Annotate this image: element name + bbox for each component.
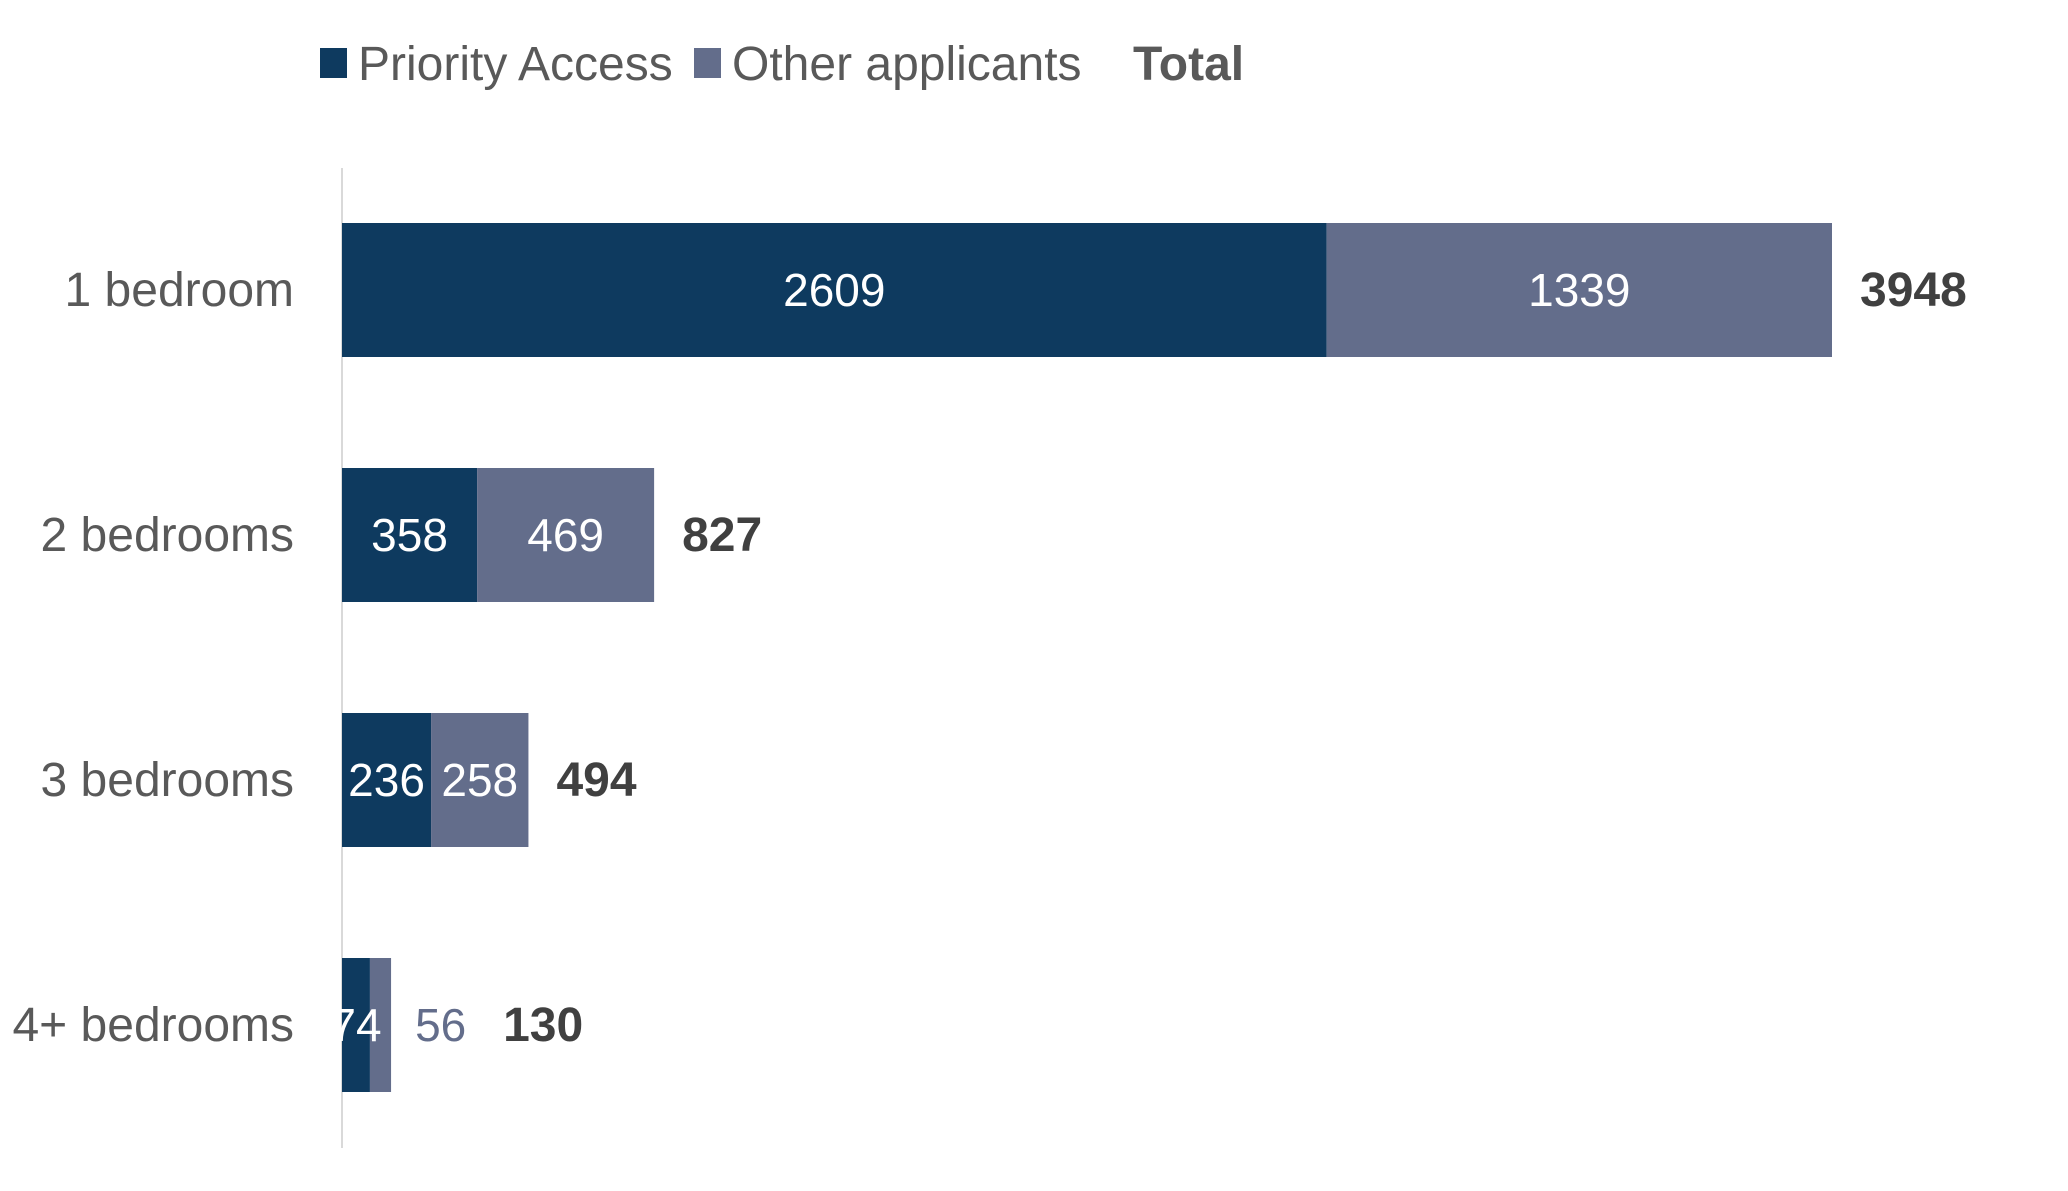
category-labels: 1 bedroom 2 bedrooms 3 bedrooms 4+ bedrooms — [12, 264, 294, 1052]
segment-value-label: 56 — [415, 999, 466, 1051]
bars — [342, 223, 1832, 1092]
bar-segment-other-applicants — [431, 713, 529, 847]
category-label: 4+ bedrooms — [12, 999, 294, 1052]
legend-label-total: Total — [1133, 38, 1244, 91]
category-label: 1 bedroom — [65, 264, 294, 317]
bar-segment-priority-access — [342, 468, 478, 602]
segment-value-label: 1339 — [1528, 264, 1630, 316]
total-labels: 3948 827 494 130 — [503, 264, 1967, 1052]
bar-segment-priority-access — [342, 958, 370, 1092]
category-label: 3 bedrooms — [41, 754, 294, 807]
total-value-label: 3948 — [1860, 264, 1967, 317]
segment-value-label: 358 — [371, 509, 448, 561]
segment-value-label: 74 — [330, 999, 381, 1051]
segment-labels: 2609 1339 358 469 236 258 74 56 — [330, 264, 1630, 1051]
segment-value-label: 236 — [348, 754, 425, 806]
bar-segment-priority-access — [342, 713, 432, 847]
total-value-label: 494 — [556, 754, 636, 807]
segment-value-label: 258 — [441, 754, 518, 806]
segment-value-label: 2609 — [783, 264, 885, 316]
bar-segment-other-applicants — [369, 958, 392, 1092]
legend-label-priority-access: Priority Access — [358, 38, 673, 91]
legend-swatch-other-applicants — [694, 48, 721, 78]
total-value-label: 130 — [503, 999, 583, 1052]
segment-value-label: 469 — [527, 509, 604, 561]
bar-segment-other-applicants — [477, 468, 655, 602]
bar-segment-priority-access — [342, 223, 1327, 357]
legend-label-other-applicants: Other applicants — [732, 38, 1082, 91]
total-value-label: 827 — [682, 509, 762, 562]
legend: Priority Access Other applicants Total — [320, 38, 1244, 91]
category-label: 2 bedrooms — [41, 509, 294, 562]
legend-swatch-priority-access — [320, 48, 347, 78]
bar-segment-other-applicants — [1326, 223, 1832, 357]
